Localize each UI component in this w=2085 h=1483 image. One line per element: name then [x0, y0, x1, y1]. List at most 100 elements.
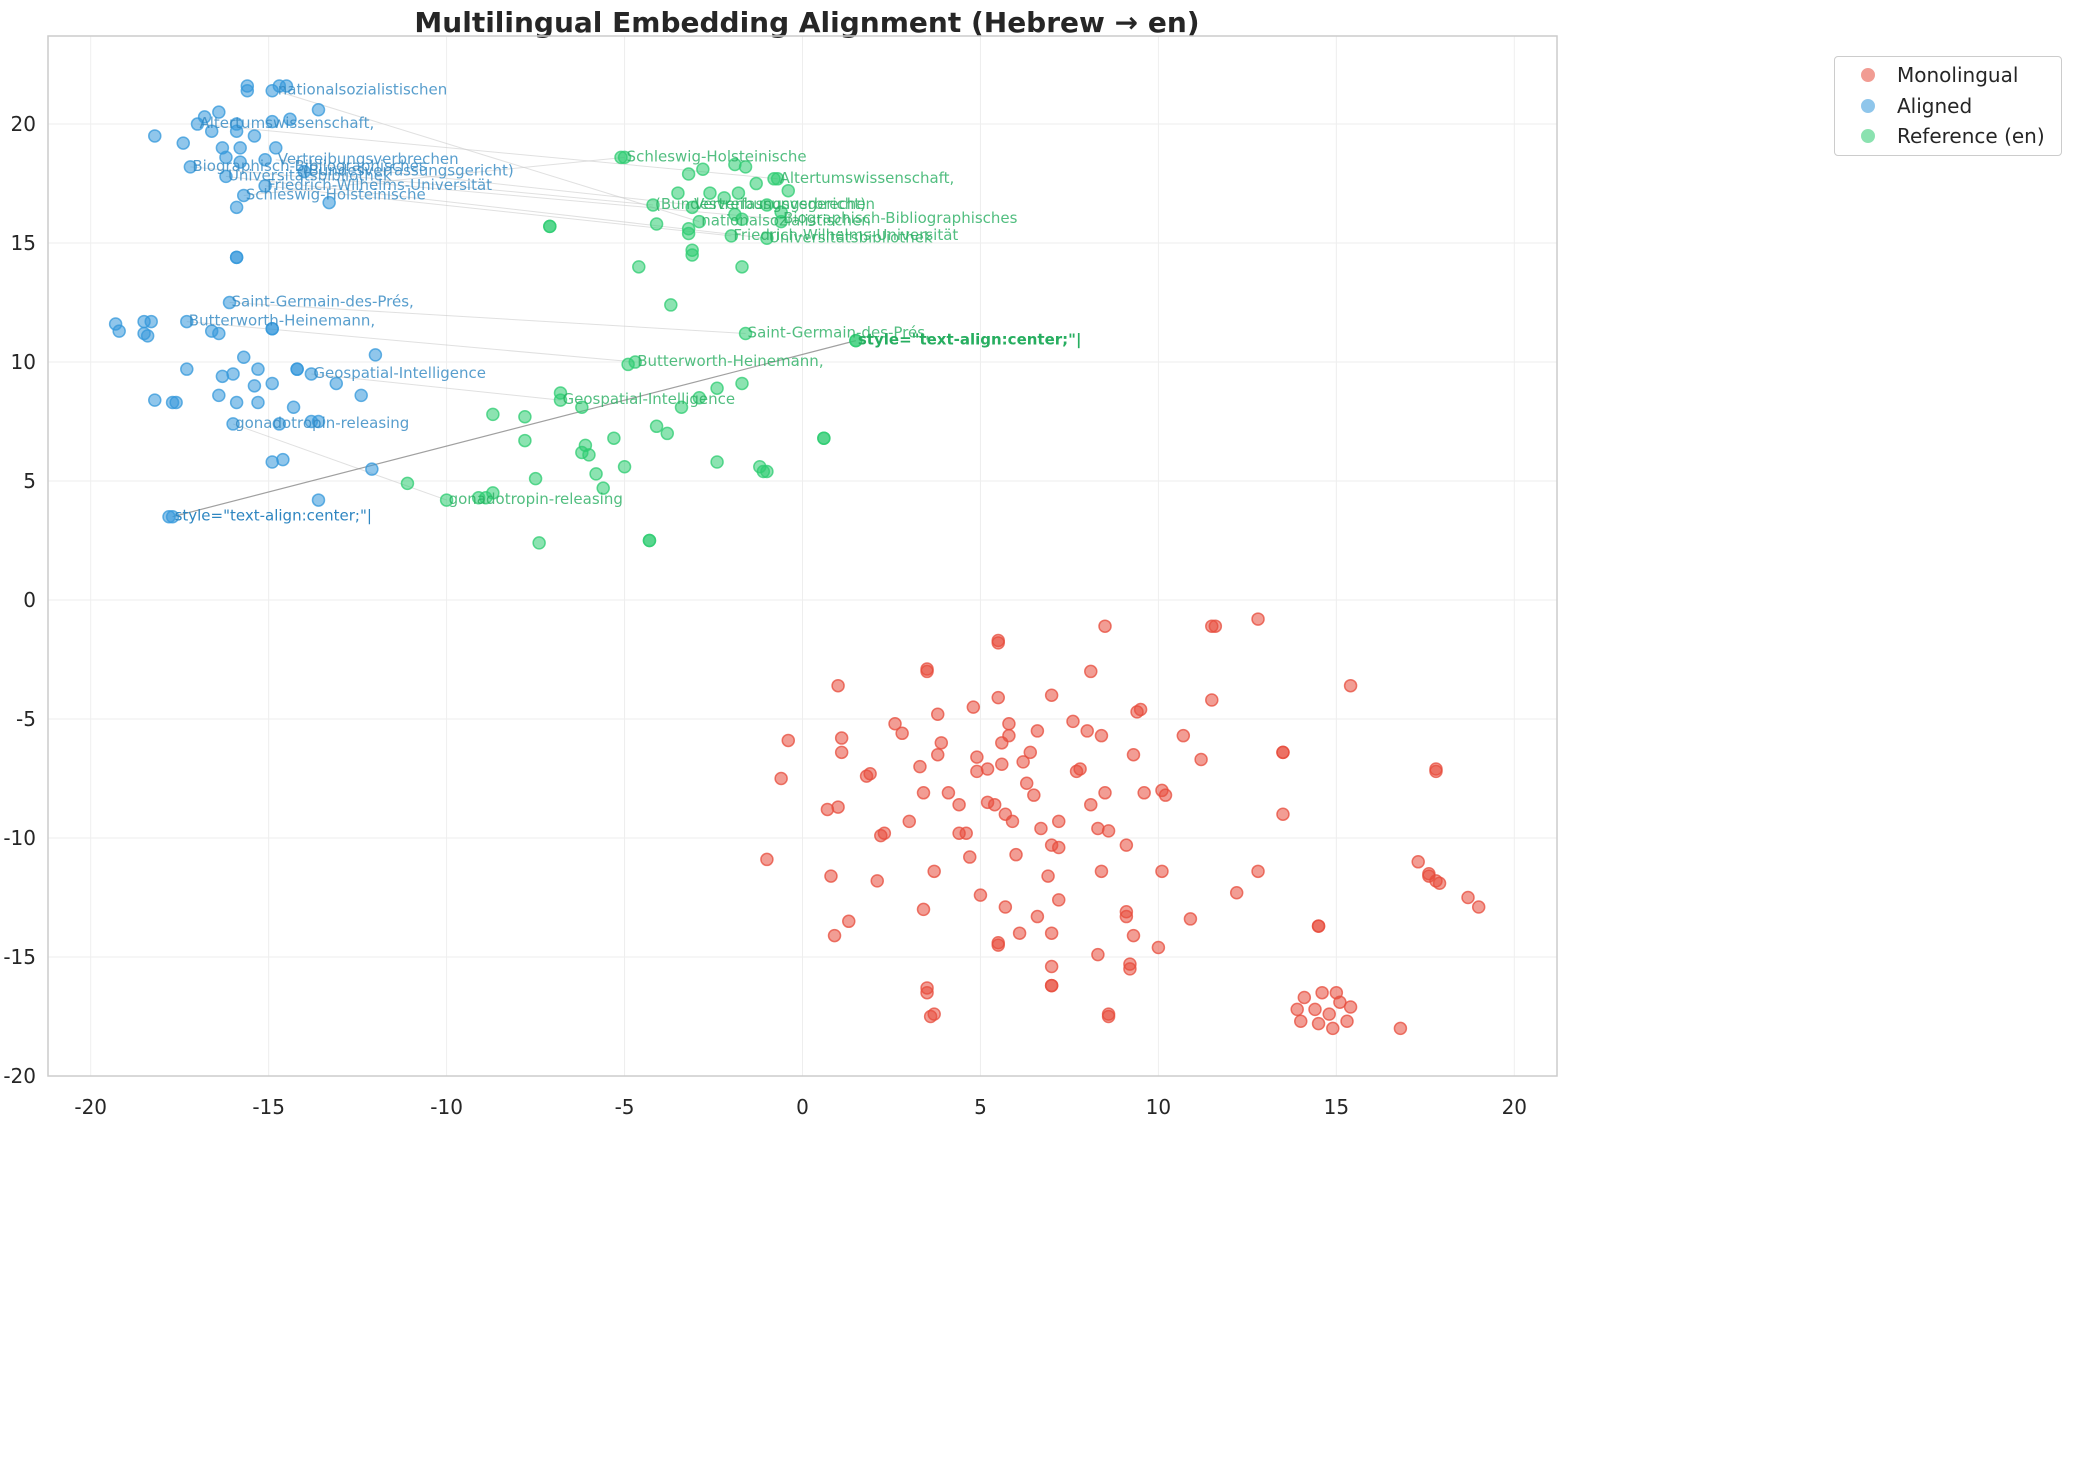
data-point	[1119, 909, 1134, 924]
data-point	[279, 79, 294, 93]
data-point	[1251, 864, 1265, 879]
data-point	[276, 452, 290, 467]
alignment-line	[311, 373, 561, 401]
data-point	[870, 874, 884, 888]
data-point	[831, 800, 845, 814]
data-point	[649, 217, 664, 231]
data-point	[1322, 1007, 1336, 1021]
data-point	[1429, 764, 1443, 779]
alignment-line	[197, 123, 778, 180]
data-point	[724, 229, 739, 243]
plot-frame	[47, 35, 1558, 1077]
data-point	[1030, 724, 1045, 738]
data-point	[824, 869, 838, 883]
data-point	[236, 350, 251, 365]
data-point	[664, 298, 678, 312]
data-point	[553, 393, 568, 407]
point-annotation: Saint-Germain-des-Prés,	[232, 293, 414, 311]
data-point	[251, 395, 265, 410]
data-point	[1119, 838, 1134, 852]
legend-item-monolingual: Monolingual	[1835, 60, 2018, 90]
data-point	[927, 864, 941, 879]
data-point	[1002, 728, 1016, 743]
data-point	[283, 112, 297, 127]
y-tick-label: -10	[3, 826, 36, 850]
point-annotation: Schleswig-Holsteinische	[246, 185, 426, 203]
data-point	[1461, 890, 1475, 905]
data-point	[941, 786, 956, 800]
point-labels: nationalsozialistischen Altertumswissensc…	[175, 81, 1082, 525]
data-point	[760, 464, 774, 479]
data-point	[1098, 619, 1112, 633]
reference-marker-icon	[1861, 129, 1875, 143]
data-point	[692, 390, 707, 405]
data-point	[738, 326, 753, 341]
data-point	[749, 176, 763, 191]
data-point	[582, 448, 596, 462]
point-annotation: Butterworth-Heinemann,	[637, 352, 823, 370]
data-point	[1311, 1016, 1326, 1031]
data-point	[1009, 847, 1023, 862]
data-point	[1030, 909, 1045, 924]
data-point	[354, 388, 368, 403]
data-point	[222, 295, 237, 310]
data-point	[1151, 940, 1166, 955]
data-point	[660, 426, 675, 441]
data-point	[1311, 919, 1326, 933]
data-point	[681, 226, 696, 241]
data-point	[827, 928, 842, 943]
data-point	[1002, 717, 1016, 731]
y-tick-label: -20	[3, 1064, 36, 1088]
data-point	[930, 707, 945, 722]
data-point	[112, 324, 126, 338]
data-point	[963, 850, 977, 864]
point-annotation: Geospatial-Intelligence	[313, 364, 486, 382]
data-point	[596, 481, 610, 495]
data-point	[1393, 1021, 1408, 1036]
data-point	[229, 117, 244, 131]
data-point	[735, 260, 749, 274]
point-annotation: Altertumswissenschaft,	[199, 114, 374, 132]
monolingual-marker-icon	[1861, 68, 1875, 82]
data-point	[1034, 821, 1048, 836]
data-point	[518, 410, 532, 424]
data-point	[1290, 1002, 1304, 1017]
data-point	[322, 195, 336, 210]
point-annotation: nationalsozialistischen	[701, 212, 871, 230]
point-annotation: Universitätsbibliothek	[769, 228, 933, 246]
data-point	[180, 362, 194, 376]
data-point	[1027, 788, 1041, 802]
data-point	[646, 198, 660, 212]
data-point	[628, 355, 642, 369]
alignment-line	[243, 156, 625, 196]
data-point	[148, 393, 162, 407]
data-point	[774, 214, 788, 229]
data-point	[233, 155, 247, 169]
data-point	[1137, 786, 1151, 800]
data-point	[212, 105, 226, 119]
point-annotation: Biographisch-Bibliographisches	[192, 157, 427, 175]
data-point	[1183, 912, 1198, 926]
point-annotation: Friedrich-Wilhelms-Universität	[733, 226, 958, 244]
data-point	[1101, 824, 1116, 838]
data-point	[162, 509, 176, 524]
point-annotation: Universitätsbibliothek	[228, 166, 392, 184]
data-point	[1044, 959, 1059, 974]
data-point	[817, 431, 831, 445]
data-point	[1294, 1014, 1308, 1029]
point-annotation: Friedrich-Wilhelms-Universität	[267, 176, 492, 194]
legend-label: Reference (en)	[1897, 124, 2045, 148]
data-point	[1051, 893, 1066, 907]
data-point	[215, 369, 230, 384]
data-point	[311, 103, 326, 117]
data-point	[1315, 985, 1329, 1000]
data-point	[400, 476, 415, 491]
alignment-line	[300, 171, 654, 206]
data-point	[229, 395, 244, 410]
data-point	[902, 814, 917, 829]
data-point	[479, 490, 493, 505]
monolingual-series	[760, 612, 1486, 1036]
point-annotation: Saint-Germain-des-Prés,	[748, 323, 930, 341]
data-point	[297, 164, 311, 179]
